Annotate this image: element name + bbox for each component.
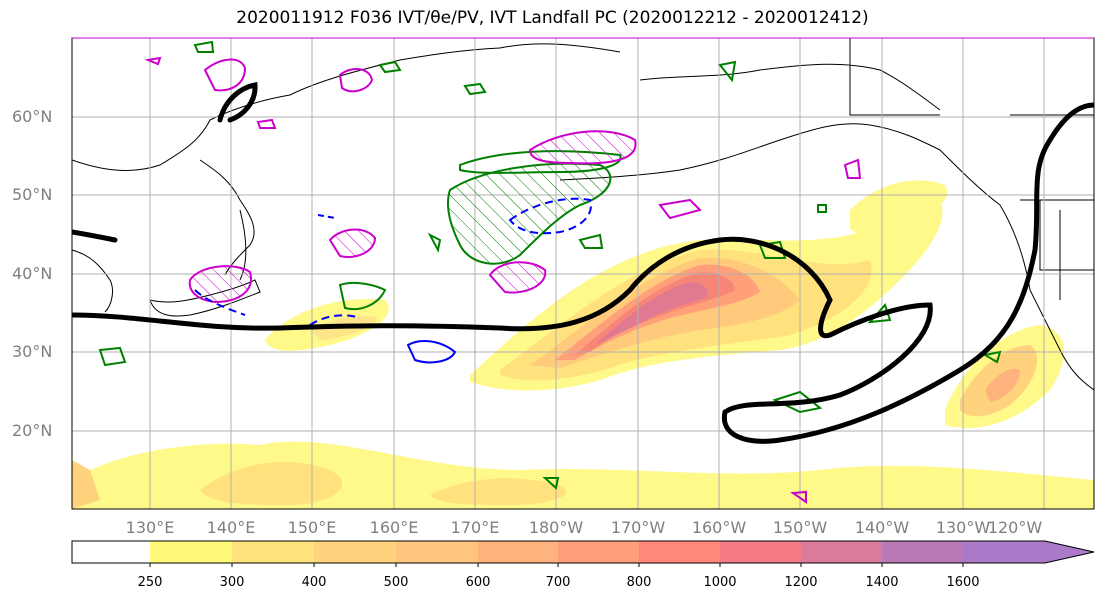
lon-label: 150°E — [288, 518, 337, 537]
colorbar-bin — [720, 541, 801, 563]
colorbar-bin — [314, 541, 396, 563]
lon-label: 180°W — [529, 518, 584, 537]
lon-label: 140°W — [855, 518, 910, 537]
colorbar-bin — [801, 541, 882, 563]
ivt-landfall-pc-contour — [72, 81, 1094, 444]
pv-negative-contours — [194, 197, 592, 364]
colorbar: 250 300 400 500 600 700 800 1000 1200 14… — [71, 540, 1095, 590]
colorbar-bin — [882, 541, 963, 563]
lon-label: 160°E — [370, 518, 419, 537]
boundaries — [849, 38, 1094, 300]
lon-label: 130°W — [936, 518, 991, 537]
colorbar-outline — [71, 540, 1095, 564]
colorbar-tick: 300 — [220, 575, 245, 590]
colorbar-tick: 500 — [384, 575, 409, 590]
lat-label: 30°N — [12, 342, 52, 361]
lon-label: 170°E — [451, 518, 500, 537]
colorbar-bin — [478, 541, 558, 563]
colorbar-tick: 1400 — [865, 575, 898, 590]
ivt-shading — [72, 180, 1094, 509]
colorbar-tick: 1000 — [703, 575, 736, 590]
lat-label: 40°N — [12, 264, 52, 283]
colorbar-bin — [963, 541, 1045, 563]
theta-e-contours — [98, 40, 1002, 490]
colorbar-bin — [558, 541, 639, 563]
colorbar-tick: 700 — [546, 575, 571, 590]
colorbar-bin — [396, 541, 478, 563]
colorbar-tick: 1600 — [946, 575, 979, 590]
map-title: 2020011912 F036 IVT/θe/PV, IVT Landfall … — [236, 8, 869, 28]
colorbar-tick: 800 — [627, 575, 652, 590]
lat-label: 50°N — [12, 185, 52, 204]
lon-label: 120°W — [988, 518, 1043, 537]
lon-label: 170°W — [611, 518, 666, 537]
colorbar-tick: 1200 — [784, 575, 817, 590]
colorbar-tick: 600 — [466, 575, 491, 590]
lon-label: 150°W — [773, 518, 828, 537]
colorbar-tick: 250 — [138, 575, 163, 590]
colorbar-bin — [150, 541, 232, 563]
lon-label: 160°W — [692, 518, 747, 537]
lat-label: 20°N — [12, 421, 52, 440]
longitude-labels: 130°E 140°E 150°E 160°E 170°E 180°W 170°… — [126, 518, 1043, 537]
lat-label: 60°N — [12, 107, 52, 126]
lon-label: 140°E — [207, 518, 256, 537]
coastlines — [72, 43, 1094, 391]
pv-positive-contours — [144, 56, 862, 504]
colorbar-bin — [72, 541, 150, 563]
colorbar-extend-arrow — [1045, 541, 1094, 563]
colorbar-bin — [639, 541, 720, 563]
colorbar-bin — [232, 541, 314, 563]
lon-label: 130°E — [126, 518, 175, 537]
latitude-labels: 60°N 50°N 40°N 30°N 20°N — [12, 107, 52, 440]
colorbar-tick: 400 — [302, 575, 327, 590]
